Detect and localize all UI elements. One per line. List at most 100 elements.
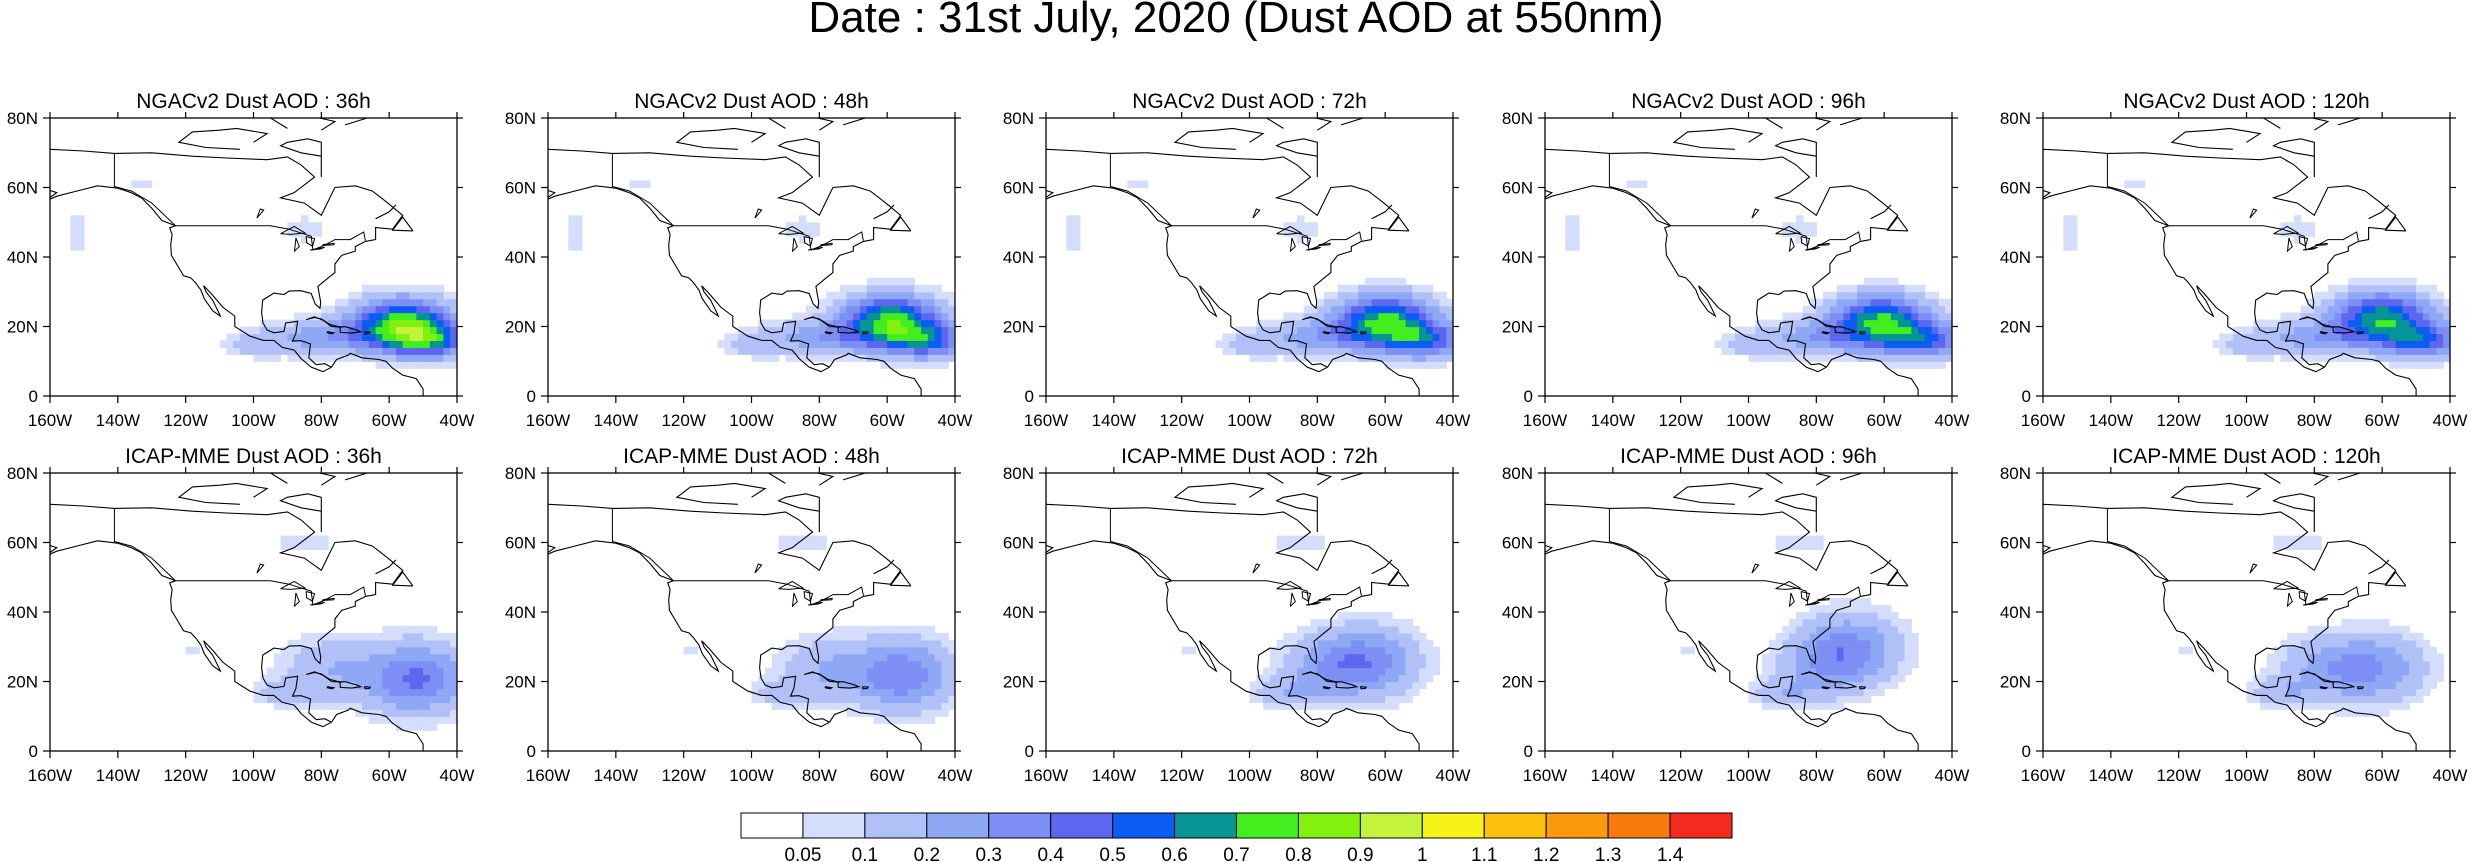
country-border [2106,153,2359,251]
aod-cell [1344,340,1352,348]
aod-cell [1330,681,1339,690]
aod-cell [819,653,827,662]
aod-cell [2402,291,2410,300]
aod-cell [1870,291,1878,300]
aod-cell [1405,695,1413,703]
aod-cell [1857,660,1865,669]
aod-cell [1918,361,1926,369]
aod-cell [2327,305,2336,314]
coastline [1359,686,1368,690]
aod-cell [934,354,943,362]
aod-cell [287,653,295,662]
aod-cell [1391,347,1400,355]
aod-cell [1945,305,1952,314]
aod-cell [792,653,800,662]
aod-cell [2314,326,2322,335]
aod-cell [853,695,861,703]
aod-cell [1398,277,1407,286]
aod-cell [812,695,820,703]
aod-cell [1290,347,1298,355]
aod-cell [1863,646,1872,655]
aod-cell [443,660,451,669]
aod-cell [1836,660,1845,669]
aod-cell [2422,284,2431,293]
aod-cell [1398,291,1407,300]
aod-cell [1931,354,1940,362]
aod-cell [1324,347,1332,355]
aod-cell [934,319,943,328]
aod-cell [260,319,268,328]
aod-cell [765,354,773,362]
aod-cell [1276,653,1285,662]
lake-outline [293,592,300,608]
aod-cell [914,319,922,328]
aod-cell [2422,326,2431,335]
y-tick-label: 60N [505,534,536,553]
coastline [1672,482,1764,505]
aod-cell [2266,681,2275,690]
aod-cell [2287,688,2295,696]
aod-cell [860,681,868,690]
aod-cell [1337,674,1346,683]
coastline [873,204,895,220]
coastline [1046,148,1400,368]
aod-cell [1809,632,1817,641]
aod-cell [294,681,302,690]
aod-cell [314,222,322,230]
aod-cell [812,535,820,544]
aod-cell [436,695,445,703]
aod-cell [1877,326,1885,335]
aod-cell [812,354,820,362]
aod-cell [1789,618,1797,627]
aod-cell [765,667,773,676]
aod-cell [575,222,583,230]
aod-cell [1398,347,1407,355]
aod-cell [1337,291,1346,300]
aod-cell [416,667,424,676]
aod-cell [1755,347,1763,355]
aod-cell [1371,688,1379,696]
aod-cell [423,681,431,690]
aod-cell [395,653,404,662]
aod-cell [731,347,739,355]
aod-cell [2341,667,2349,676]
aod-cell [812,702,820,710]
x-tick-label: 100W [2224,411,2268,430]
aod-cell [2436,340,2444,348]
aod-cell [2341,625,2349,634]
aod-cell [70,222,78,230]
aod-cell [1945,347,1952,355]
aod-cell [416,660,424,669]
aod-cell [389,632,397,641]
aod-cell [792,222,800,230]
coastline [50,503,404,723]
aod-cell [1870,660,1878,669]
aod-cell [2334,639,2343,648]
aod-cell [1843,688,1851,696]
aod-cell [1303,674,1312,683]
aod-cell [1768,646,1777,655]
aod-cell [873,632,881,641]
panel-title: ICAP-MME Dust AOD : 72h [1121,445,1378,468]
aod-cell [402,340,411,348]
aod-cell [1398,319,1407,328]
aod-cell [1425,319,1434,328]
aod-cell [2314,639,2322,648]
aod-cell [900,639,909,648]
aod-cell [2334,312,2343,321]
aod-cell [1877,688,1885,696]
aod-cell [2293,632,2302,641]
aod-cell [321,326,329,335]
aod-cell [2355,653,2363,662]
aod-cell [450,319,457,328]
aod-cell [1911,354,1919,362]
aod-cell [1823,667,1831,676]
aod-cell [1870,618,1878,627]
aod-cell [1863,298,1872,307]
aod-cell [927,298,936,307]
aod-cell [409,340,417,348]
aod-cell [1836,340,1845,348]
coastline [1821,331,1831,335]
aod-cell [866,695,875,703]
colorbar-swatch [802,812,866,839]
